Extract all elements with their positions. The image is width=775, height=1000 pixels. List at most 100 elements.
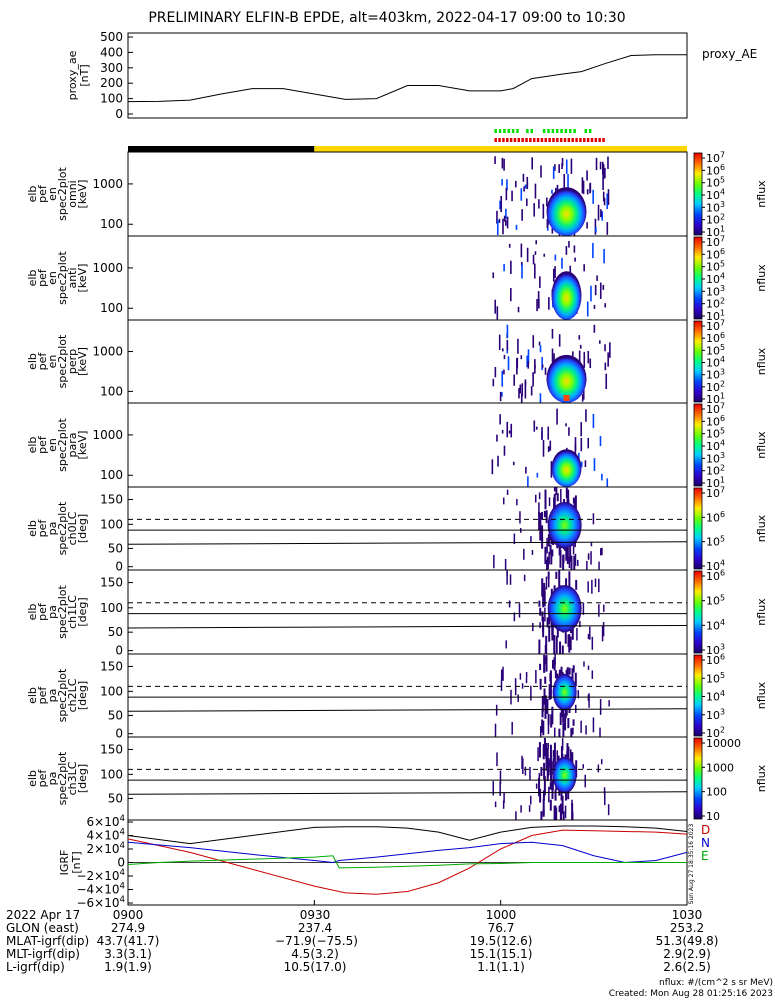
spectrogram-pixel: [497, 455, 499, 467]
spectrogram-pixel: [542, 790, 545, 801]
spectrogram-pixel: [524, 381, 527, 399]
spectrogram-pixel: [541, 611, 544, 622]
ylabel-line: elb: [26, 604, 39, 621]
ylabel-line: spec2plot: [56, 585, 69, 639]
science-zone-marker: [529, 138, 532, 142]
colorbar-tick-label: 102: [706, 463, 725, 477]
ytick-label: 100: [100, 767, 123, 781]
spectrogram-pixel: [555, 487, 558, 496]
spectrogram-pixel: [513, 374, 515, 386]
spectrogram-pixel: [563, 173, 566, 191]
loss-cone-line: [127, 791, 688, 795]
spectrogram-pixel: [562, 722, 565, 740]
colorbar-tick-label: 105: [706, 534, 725, 548]
spectrogram-pixel: [587, 694, 590, 701]
spectrogram-pixel: [552, 625, 554, 639]
table-row-label: MLT-igrf(dip): [6, 947, 80, 961]
spectrogram-pixel: [534, 251, 537, 255]
spectrogram-pixel: [571, 627, 574, 640]
spectrogram-pixel: [576, 628, 578, 641]
region-bar-sunlit: [314, 146, 687, 152]
ylabel-line: perp: [66, 349, 79, 374]
ylabel-line: pef: [36, 519, 49, 538]
spectrogram-pixel: [514, 687, 517, 696]
spectrogram-pixel: [542, 618, 545, 638]
spectrogram-pixel: [591, 636, 594, 650]
table-cell: −71.9(−75.5): [275, 934, 358, 948]
science-zone-marker: [526, 129, 529, 133]
spectrogram-pixel: [549, 799, 552, 811]
spectrogram-pixel: [553, 661, 556, 671]
colorbar-tick-label: 103: [706, 451, 725, 465]
spectrogram-pixel: [599, 340, 601, 344]
spectrogram-pixel: [572, 665, 575, 673]
table-row-label: GLON (east): [6, 921, 79, 935]
spectrogram-pixel: [550, 714, 553, 728]
spectrogram-pixel: [573, 555, 576, 570]
spectrogram-pixel: [593, 458, 596, 471]
spectrogram-pixel: [533, 420, 536, 432]
spectrogram-pixel: [568, 667, 571, 675]
spectrogram-pixel: [558, 334, 561, 347]
spectrogram-pixel: [541, 525, 544, 541]
ytick-label: 1000: [92, 177, 123, 191]
spectrogram-pixel: [519, 673, 522, 680]
spectrogram-pixel: [542, 617, 545, 623]
spectrogram-pixel: [581, 393, 584, 402]
spectrogram-pixel: [544, 546, 547, 565]
spectrogram-pixel: [525, 672, 528, 678]
science-zone-marker: [507, 129, 510, 133]
colorbar-label: nflux: [755, 431, 768, 459]
spectrogram-pixel: [494, 367, 497, 378]
science-zone-marker: [494, 129, 497, 133]
spectrogram-pixel: [530, 536, 532, 542]
ylabel-line: pef: [36, 268, 49, 287]
legend-label-D: D: [701, 823, 710, 837]
spectrogram-pixel: [549, 755, 552, 764]
spectrogram-pixel: [494, 723, 497, 739]
igrf-series-line: [127, 841, 688, 864]
spectrogram-pixel: [559, 641, 562, 661]
spectrogram-pixel: [503, 158, 505, 171]
igrf-series-line: [127, 829, 688, 895]
spectrogram-pixel: [511, 190, 513, 202]
spectrogram-pixel: [493, 554, 495, 569]
created-note: Created: Mon Aug 28 01:25:16 2023: [608, 989, 773, 999]
spectrogram-pixel: [553, 353, 555, 364]
spectrogram-pixel: [574, 553, 577, 566]
spectrogram-pixel: [535, 783, 538, 789]
spectrogram-flux-region: [552, 756, 577, 794]
spectrogram-pixel: [569, 265, 572, 275]
spectrogram-pixel: [527, 360, 530, 369]
spectrogram-pixel: [527, 349, 530, 364]
colorbar-tick-label: 105: [706, 259, 725, 273]
colorbar-tick-label: 104: [706, 439, 725, 453]
spectrogram-pixel: [542, 744, 545, 760]
science-zone-marker: [594, 138, 598, 142]
spectrogram-pixel: [508, 600, 511, 608]
spectrogram-pixel: [520, 805, 522, 813]
spectrogram-flux-region: [551, 271, 582, 321]
spectrogram-pixel: [536, 472, 539, 478]
spectrogram-pixel: [580, 720, 582, 733]
spectrogram-pixel: [546, 537, 548, 554]
spectrogram-pixel: [546, 698, 549, 714]
spectrogram-pixel: [582, 386, 585, 400]
ylabel-line: IGRF: [58, 850, 71, 876]
spectrogram-pixel: [599, 282, 602, 299]
spectrogram-pixel: [504, 220, 507, 226]
ytick-label: 100: [100, 217, 123, 231]
spectrogram-pixel: [521, 264, 523, 279]
spectrogram-pixel: [560, 791, 563, 801]
spectrogram-pixel: [587, 437, 590, 449]
spectrogram-pixel: [603, 787, 606, 795]
proxy-ae-frame: [127, 32, 688, 119]
spectrogram-pixel: [585, 725, 587, 735]
spectrogram-pixel: [553, 805, 556, 823]
spectrogram-pixel: [551, 189, 553, 194]
spectrogram-pixel: [561, 257, 563, 269]
spectrogram-pixel: [544, 489, 547, 510]
spectrogram-pixel: [573, 245, 576, 253]
spectrogram-pixel: [524, 184, 527, 189]
spectrogram-pixel: [590, 541, 593, 547]
